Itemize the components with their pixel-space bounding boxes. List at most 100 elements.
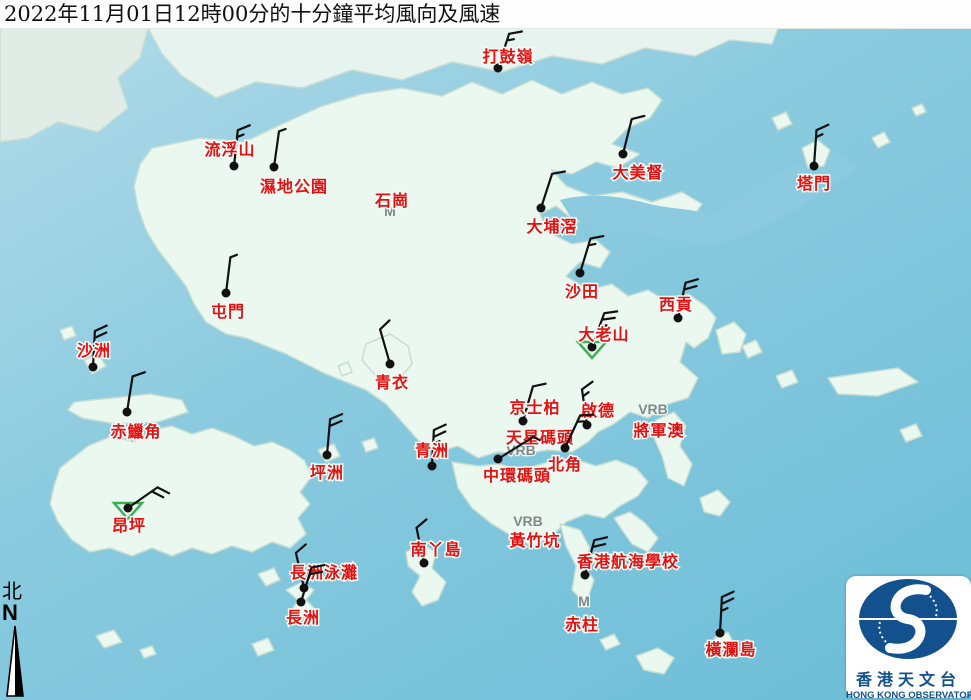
station-marker: VRB	[513, 513, 543, 529]
station: 西貢	[657, 278, 700, 323]
station: 青洲	[413, 423, 450, 471]
island-grass	[771, 111, 793, 131]
station-label: 青洲	[415, 441, 449, 460]
station: 南丫島	[409, 518, 462, 568]
island-lantau	[49, 425, 313, 557]
island-ma-wan	[337, 361, 353, 377]
island-port-shelter-1	[741, 339, 763, 359]
station-dot	[493, 63, 503, 73]
station: 橫瀾島	[704, 590, 757, 661]
station-label: 啟德	[581, 401, 615, 420]
station-dot	[580, 570, 590, 580]
station-dot	[582, 420, 592, 430]
station: 大老山	[575, 310, 630, 360]
station-marker: VRB	[638, 401, 668, 417]
station-dot	[269, 162, 279, 172]
station-label: 長洲	[286, 609, 320, 627]
north-compass: 北 N	[2, 580, 36, 700]
station-dot	[123, 503, 133, 513]
wind-barb-icon	[521, 382, 547, 423]
station-label: 打鼓嶺	[482, 47, 533, 66]
station-dot	[419, 558, 429, 568]
station-dot	[587, 342, 597, 352]
station-dot	[322, 450, 332, 460]
wind-barb-icon	[812, 123, 830, 168]
station-dot	[427, 461, 437, 471]
station: 塔門	[795, 123, 832, 195]
station: 沙洲	[75, 324, 112, 372]
station: 長洲泳灘	[288, 543, 359, 593]
peninsula-clear-water-bay	[653, 411, 693, 487]
gust-triangle-icon	[111, 501, 145, 521]
wind-barb-icon	[496, 30, 523, 70]
station: M 赤柱	[563, 592, 599, 636]
station-dot	[88, 362, 98, 372]
station: 流浮山	[203, 124, 256, 171]
station: 赤鱲角	[109, 371, 162, 443]
hko-name-chinese: 香港天文台	[855, 672, 961, 689]
station-dot	[385, 359, 395, 369]
station-label: 大老山	[578, 325, 629, 344]
station-label: 青衣	[375, 373, 409, 392]
station-label: 坪洲	[310, 464, 344, 482]
wind-barb-icon	[676, 278, 700, 320]
island-mirs-1	[871, 131, 891, 149]
wind-barb-icon	[430, 423, 447, 468]
island-tung-lung	[699, 489, 731, 517]
wind-barb-icon	[379, 319, 392, 366]
wind-barb-icon	[563, 413, 595, 450]
island-soko-2	[139, 645, 157, 659]
peninsula-shek-o	[613, 511, 659, 553]
gust-triangle-icon	[575, 340, 609, 360]
wind-barb-icon	[126, 486, 171, 510]
station-label: 橫瀾島	[705, 640, 756, 659]
station-dot	[536, 203, 546, 213]
station-label: 塔門	[797, 174, 831, 193]
wind-barb-icon	[578, 235, 605, 275]
map-title: 2022年11月01日12時00分的十分鐘平均風向及風速	[4, 2, 501, 26]
station-label: 京士柏	[509, 398, 560, 417]
station: 濕地公園	[258, 127, 329, 198]
station: VRB 黃竹坑	[507, 512, 561, 552]
wind-barb-icon	[299, 564, 326, 604]
station-label: 沙洲	[77, 342, 111, 360]
hko-swirl-icon	[858, 579, 958, 659]
station-dot	[575, 268, 585, 278]
station-dot	[296, 597, 306, 607]
stations-layer: 打鼓嶺流浮山濕地公園M石崗大美督塔門大埔滘沙田屯門沙洲西貢大老山青衣赤鱲角京士柏…	[75, 30, 832, 661]
landmasses	[0, 27, 927, 675]
island-hei-ling-chau	[257, 567, 281, 587]
hko-name-english: HONG KONG OBSERVATORY	[846, 690, 971, 700]
station: 中環碼頭	[481, 435, 552, 487]
island-soko-1	[95, 629, 123, 649]
island-lamma	[405, 543, 447, 607]
station: 昂坪	[110, 486, 171, 537]
island-beaufort	[599, 633, 621, 651]
station-label: 大美督	[612, 163, 663, 182]
station: 長洲	[284, 564, 326, 629]
station-label: 黃竹坑	[508, 531, 560, 550]
wind-barb-icon	[415, 518, 428, 565]
station: 香港航海學校	[574, 536, 680, 580]
wind-barb-icon	[496, 435, 541, 461]
station-label: 香港航海學校	[576, 552, 679, 571]
wind-barb-icon	[272, 127, 287, 169]
station-dot	[221, 288, 231, 298]
wind-barb-icon	[718, 590, 735, 635]
station-label: 赤柱	[565, 615, 599, 634]
wind-barb-icon	[621, 114, 646, 156]
north-letter-label: N	[2, 600, 18, 625]
wind-barb-icon	[580, 380, 594, 427]
station: M石崗	[372, 190, 409, 221]
station-dot	[493, 454, 503, 464]
wind-barb-icon	[232, 124, 251, 168]
station-label: 長洲泳灘	[290, 563, 358, 582]
station-marker: VRB	[506, 442, 536, 458]
station-marker: M	[384, 203, 396, 219]
station-label: 北角	[548, 455, 582, 474]
station-dot	[229, 161, 239, 171]
island-kau-sai-chau	[715, 321, 747, 355]
station-dot	[809, 161, 819, 171]
station-dot	[560, 443, 570, 453]
island-shek-kwu-chau	[251, 637, 275, 657]
